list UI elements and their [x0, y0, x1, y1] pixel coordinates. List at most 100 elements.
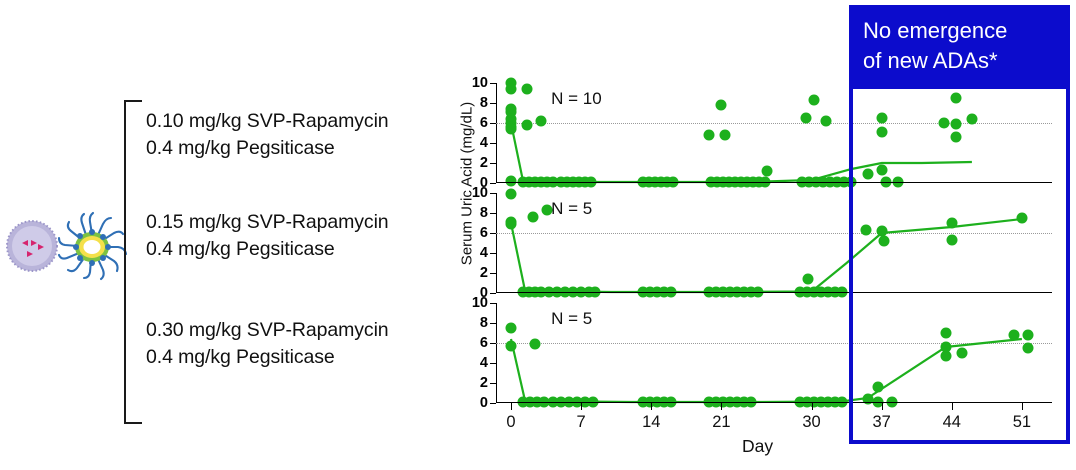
data-point — [800, 112, 812, 124]
data-point — [505, 175, 517, 187]
data-point — [761, 165, 773, 177]
y-tick-0-10 — [490, 83, 496, 84]
x-tick-label-7: 7 — [576, 413, 586, 431]
x-axis-line-0 — [496, 182, 1052, 183]
data-point — [878, 235, 890, 247]
y-tick-0-6 — [490, 123, 496, 124]
data-point — [505, 322, 517, 334]
y-tick-1-0 — [490, 293, 496, 294]
y-tick-label-0-10: 10 — [471, 75, 488, 91]
data-point — [505, 340, 517, 352]
data-point — [820, 115, 832, 127]
data-point — [1022, 329, 1034, 341]
data-point — [950, 92, 962, 104]
plot-area-1: 0 2 4 6 8 10 N = 5 — [472, 185, 1052, 301]
reference-line-2 — [496, 343, 1052, 344]
data-point — [802, 273, 814, 285]
data-point — [876, 126, 888, 138]
data-point — [940, 327, 952, 339]
data-point — [940, 350, 952, 362]
data-point — [703, 129, 715, 141]
x-tick-label-44: 44 — [942, 413, 961, 431]
data-point — [505, 188, 517, 200]
dose-label-0-line1: 0.10 mg/kg SVP-Rapamycin — [146, 110, 389, 132]
data-point — [862, 168, 874, 180]
plot-area-2: 0 2 4 6 8 10 N = 5 — [472, 295, 1052, 411]
y-tick-2-4 — [490, 363, 496, 364]
y-tick-label-2-8: 8 — [479, 315, 488, 331]
data-point — [527, 211, 539, 223]
sample-size-label-0: N = 10 — [551, 89, 602, 108]
callout-line-2: of new ADAs* — [863, 48, 998, 73]
y-tick-1-2 — [490, 273, 496, 274]
data-point — [950, 118, 962, 130]
dose-label-2-line2: 0.4 mg/kg Pegsiticase — [146, 346, 335, 368]
x-tick-label-37: 37 — [872, 413, 891, 431]
nanoparticle-icon — [6, 220, 58, 272]
data-point — [505, 77, 517, 89]
x-tick-label-51: 51 — [1012, 413, 1032, 431]
y-tick-1-6 — [490, 233, 496, 234]
x-tick-7 — [581, 403, 583, 410]
y-tick-label-1-10: 10 — [471, 185, 488, 201]
data-point — [715, 99, 727, 111]
y-axis-line-0 — [496, 83, 497, 183]
data-point — [862, 393, 874, 405]
x-axis-line-2 — [496, 402, 1052, 403]
y-axis-line-1 — [496, 193, 497, 293]
y-tick-label-0-4: 4 — [479, 135, 488, 151]
y-tick-label-2-0: 0 — [479, 395, 488, 411]
data-point — [505, 83, 517, 95]
data-point — [541, 204, 553, 216]
data-point — [966, 113, 978, 125]
serum-uric-acid-chart: Serum Uric Acid (mg/dL) 0 2 4 6 8 10 N = 10 0 2… — [440, 0, 1076, 470]
x-tick-0 — [511, 403, 513, 410]
y-tick-2-10 — [490, 303, 496, 304]
y-tick-2-6 — [490, 343, 496, 344]
dose-group-bracket — [124, 100, 142, 424]
dose-label-0: 0.10 mg/kg SVP-Rapamycin 0.4 mg/kg Pegsi… — [146, 108, 389, 162]
x-tick-30 — [811, 403, 813, 410]
y-tick-label-0-2: 2 — [479, 155, 488, 171]
data-point — [860, 224, 872, 236]
data-point — [1022, 342, 1034, 354]
data-point — [876, 225, 888, 237]
data-point — [876, 164, 888, 176]
callout-no-new-adas: No emergence of new ADAs* — [849, 5, 1070, 89]
x-axis-line-1 — [496, 292, 1052, 293]
x-tick-label-21: 21 — [712, 413, 731, 431]
x-axis: Day 0 7 14 21 30 37 44 51 — [496, 403, 1052, 463]
y-tick-0-8 — [490, 103, 496, 104]
panel-dose-1: 0 2 4 6 8 10 N = 5 — [472, 185, 1052, 301]
data-point — [872, 381, 884, 393]
reference-line-0 — [496, 123, 1052, 124]
y-tick-label-2-10: 10 — [471, 295, 488, 311]
panel-dose-0: 0 2 4 6 8 10 N = 10 — [472, 75, 1052, 191]
y-tick-label-0-0: 0 — [479, 175, 488, 191]
data-point — [808, 94, 820, 106]
y-axis-title: Serum Uric Acid (mg/dL) — [458, 101, 476, 266]
dose-label-0-line2: 0.4 mg/kg Pegsiticase — [146, 137, 335, 159]
x-tick-label-30: 30 — [802, 413, 821, 431]
data-point — [1016, 212, 1028, 224]
dose-label-2: 0.30 mg/kg SVP-Rapamycin 0.4 mg/kg Pegsi… — [146, 317, 389, 371]
pegylated-enzyme-icon — [57, 211, 128, 281]
y-tick-1-10 — [490, 193, 496, 194]
y-tick-1-4 — [490, 253, 496, 254]
x-tick-44 — [951, 403, 953, 410]
sample-size-label-1: N = 5 — [551, 199, 593, 218]
data-point — [940, 341, 952, 353]
data-point — [505, 123, 517, 135]
y-tick-label-2-2: 2 — [479, 375, 488, 391]
data-point — [505, 106, 517, 118]
data-point — [950, 131, 962, 143]
data-point — [876, 112, 888, 124]
x-tick-label-14: 14 — [642, 413, 661, 431]
data-point — [946, 234, 958, 246]
x-tick-label-0: 0 — [506, 413, 516, 431]
y-tick-2-0 — [490, 403, 496, 404]
y-tick-2-2 — [490, 383, 496, 384]
y-tick-label-1-4: 4 — [479, 245, 488, 261]
data-point — [956, 347, 968, 359]
